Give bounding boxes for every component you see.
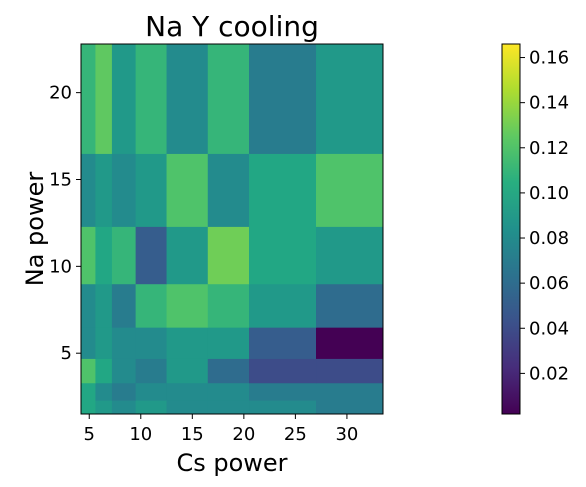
heatmap-cell [95, 153, 113, 227]
heatmap-cells [81, 44, 384, 415]
x-axis-label: Cs power [176, 449, 287, 477]
colorbar-tick-label: 0.12 [529, 138, 569, 159]
y-tick-label: 5 [61, 343, 72, 364]
heatmap-cell [166, 400, 209, 415]
x-tick-label: 15 [181, 424, 204, 445]
heatmap-cell [207, 400, 250, 415]
heatmap-cell [249, 358, 317, 384]
heatmap-cell [111, 382, 137, 401]
heatmap-cell [316, 153, 384, 227]
heatmap-cell [81, 283, 96, 328]
heatmap-cell [111, 358, 137, 384]
heatmap-cell [81, 382, 96, 401]
heatmap-cell [135, 382, 168, 401]
heatmap-cell [81, 400, 96, 415]
heatmap-cell [81, 226, 96, 285]
heatmap-cell [81, 358, 96, 384]
heatmap-cell [111, 327, 137, 359]
colorbar-tick-label: 0.08 [529, 228, 569, 249]
x-tick-label: 10 [129, 424, 152, 445]
colorbar-tick-label: 0.02 [529, 363, 569, 384]
colorbar-tick-label: 0.10 [529, 183, 569, 204]
heatmap-cell [316, 283, 384, 328]
heatmap-cell [95, 400, 113, 415]
colorbar [501, 43, 521, 415]
x-axis-ticks: 5 10 15 20 25 30 [84, 414, 358, 445]
y-axis-label: Na power [21, 172, 49, 287]
heatmap-cell [207, 358, 250, 384]
heatmap-cell [166, 44, 209, 154]
heatmap-cell [166, 382, 209, 401]
heatmap-cell [249, 327, 317, 359]
heatmap-cell [207, 382, 250, 401]
x-tick-label: 30 [335, 424, 358, 445]
y-tick-label: 10 [49, 256, 72, 277]
plot-frame [80, 43, 384, 415]
heatmap-cell [95, 327, 113, 359]
heatmap-cell [111, 44, 137, 154]
heatmap-cell [95, 358, 113, 384]
heatmap-cell [81, 327, 96, 359]
x-tick-label: 20 [232, 424, 255, 445]
heatmap-cell [166, 226, 209, 285]
heatmap-cell [135, 327, 168, 359]
y-tick-label: 20 [49, 83, 72, 104]
heatmap-cell [207, 153, 250, 227]
heatmap-cell [316, 382, 384, 401]
heatmap-cell [95, 283, 113, 328]
heatmap-cell [249, 226, 317, 285]
heatmap-cell [249, 400, 317, 415]
heatmap-cell [111, 153, 137, 227]
colorbar-tick-label: 0.16 [529, 48, 569, 69]
heatmap-cell [166, 283, 209, 328]
heatmap-cell [166, 358, 209, 384]
heatmap-cell [166, 153, 209, 227]
colorbar-tick-label: 0.04 [529, 318, 569, 339]
heatmap-cell [135, 226, 168, 285]
heatmap-cell [95, 382, 113, 401]
heatmap-cell [207, 283, 250, 328]
chart-title: Na Y cooling [145, 10, 319, 43]
y-tick-label: 15 [49, 169, 72, 190]
heatmap-cell [111, 226, 137, 285]
heatmap-cell [207, 327, 250, 359]
heatmap-cell [316, 327, 384, 359]
heatmap-cell [249, 382, 317, 401]
heatmap-cell [207, 44, 250, 154]
y-axis-ticks: 5 10 15 20 [49, 83, 81, 364]
heatmap-cell [316, 44, 384, 154]
heatmap-cell [111, 400, 137, 415]
heatmap-cell [135, 283, 168, 328]
heatmap-cell [249, 153, 317, 227]
heatmap-cell [316, 226, 384, 285]
heatmap-cell [81, 153, 96, 227]
heatmap-cell [249, 283, 317, 328]
heatmap-cell [135, 153, 168, 227]
heatmap-cell [95, 226, 113, 285]
x-tick-label: 25 [284, 424, 307, 445]
colorbar-tick-label: 0.14 [529, 93, 569, 114]
colorbar-tick-label: 0.06 [529, 273, 569, 294]
heatmap-cell [316, 400, 384, 415]
heatmap-cell [249, 44, 317, 154]
heatmap-cell [135, 400, 168, 415]
heatmap-cell [95, 44, 113, 154]
colorbar-ticks: 0.02 0.04 0.06 0.08 0.10 0.12 0.14 0.16 [520, 48, 569, 384]
heatmap-cell [316, 358, 384, 384]
heatmap-cell [135, 44, 168, 154]
heatmap-cell [81, 44, 96, 154]
heatmap-cell [166, 327, 209, 359]
x-tick-label: 5 [84, 424, 95, 445]
heatmap-cell [111, 283, 137, 328]
heatmap-cell [207, 226, 250, 285]
heatmap-cell [135, 358, 168, 384]
